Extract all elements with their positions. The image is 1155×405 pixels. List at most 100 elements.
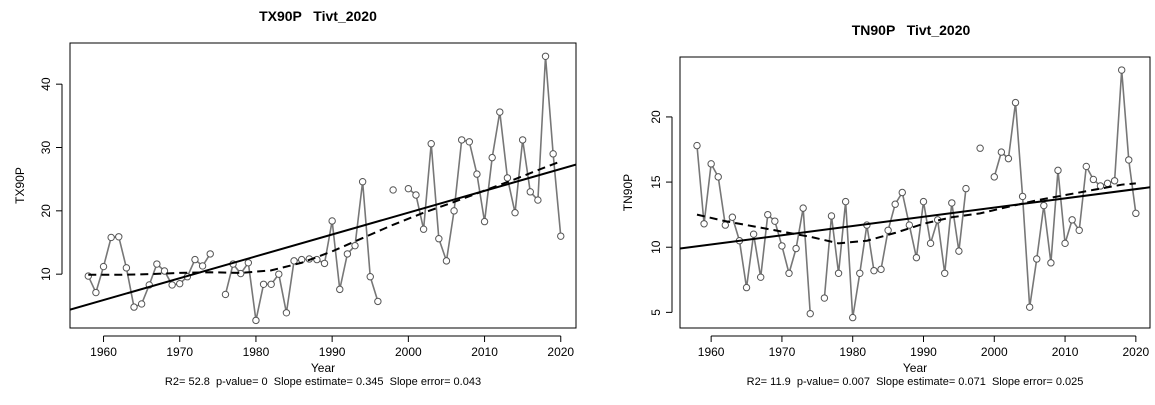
x-tick-label: 1980 xyxy=(839,345,866,359)
x-tick-label: 2020 xyxy=(1122,345,1149,359)
data-point xyxy=(137,300,146,308)
data-point xyxy=(728,213,737,221)
data-point xyxy=(328,217,336,225)
linear-trend-line xyxy=(680,186,1150,250)
data-point xyxy=(799,204,807,212)
x-tick-label: 1960 xyxy=(698,345,725,359)
data-point xyxy=(290,257,298,265)
data-point xyxy=(856,269,864,277)
data-point xyxy=(898,188,906,197)
data-point xyxy=(496,108,504,116)
data-point xyxy=(919,197,928,206)
data-point xyxy=(1047,259,1055,267)
data-point xyxy=(92,288,100,297)
x-tick-label: 1960 xyxy=(90,345,117,359)
series-line xyxy=(87,235,211,309)
data-point xyxy=(252,316,260,325)
data-point xyxy=(778,242,786,250)
data-point xyxy=(955,247,963,255)
data-point xyxy=(912,253,921,262)
data-point xyxy=(877,265,885,274)
data-point xyxy=(160,267,169,275)
data-point xyxy=(1054,166,1062,175)
data-point xyxy=(1011,98,1020,107)
data-point xyxy=(792,244,800,253)
data-point xyxy=(1068,216,1076,224)
series-line xyxy=(407,56,562,262)
data-point xyxy=(168,281,176,289)
data-point xyxy=(412,191,420,199)
data-point xyxy=(457,136,466,144)
y-tick-label: 5 xyxy=(649,309,663,316)
plot-area xyxy=(70,52,576,325)
x-tick-label: 1990 xyxy=(910,345,937,359)
data-point xyxy=(267,280,275,288)
smoothed-trend-line xyxy=(88,160,562,276)
y-tick-label: 30 xyxy=(39,141,53,155)
plot-frame xyxy=(69,42,577,329)
chart-title: TX90P Tivt_2020 xyxy=(259,8,377,24)
chart-title: TN90P Tivt_2020 xyxy=(852,22,971,38)
data-point xyxy=(259,280,268,288)
data-point xyxy=(806,309,814,318)
data-point xyxy=(926,239,935,248)
data-point xyxy=(549,150,557,158)
smoothed-trend-line xyxy=(696,182,1136,245)
x-tick-label: 1980 xyxy=(243,345,270,359)
data-point xyxy=(99,262,108,271)
data-point xyxy=(742,283,751,292)
data-point xyxy=(557,232,565,240)
data-point xyxy=(771,217,779,225)
series-line xyxy=(224,181,379,321)
data-point xyxy=(358,178,367,186)
data-point xyxy=(1025,303,1034,311)
x-axis-label: Year xyxy=(903,361,927,375)
data-point xyxy=(336,285,344,294)
data-point xyxy=(526,188,534,196)
data-point xyxy=(191,255,199,264)
data-point xyxy=(442,257,451,265)
data-point xyxy=(749,230,758,238)
plot-area xyxy=(680,66,1150,322)
data-point xyxy=(450,207,458,215)
data-point xyxy=(465,138,474,146)
data-point xyxy=(1040,201,1048,210)
data-point xyxy=(1018,192,1027,201)
data-point xyxy=(1096,182,1105,190)
data-point xyxy=(1103,179,1112,188)
data-point xyxy=(389,186,397,194)
data-point xyxy=(1004,154,1013,163)
data-point xyxy=(176,279,184,288)
plot-frame xyxy=(679,56,1151,329)
data-point xyxy=(820,294,829,302)
data-point xyxy=(891,200,899,208)
data-point xyxy=(503,174,512,182)
data-point xyxy=(997,148,1006,156)
data-point xyxy=(700,220,708,228)
data-point xyxy=(282,309,291,317)
x-tick-label: 2010 xyxy=(1052,345,1079,359)
x-tick-label: 1990 xyxy=(319,345,346,359)
data-point xyxy=(511,209,519,217)
data-point xyxy=(941,269,949,277)
data-point xyxy=(198,262,207,270)
data-point xyxy=(206,250,214,258)
data-point xyxy=(714,173,722,181)
series-line xyxy=(696,145,812,314)
data-point xyxy=(107,233,115,242)
data-point xyxy=(827,212,836,220)
data-point xyxy=(1033,255,1041,263)
data-point xyxy=(785,269,793,277)
data-point xyxy=(435,235,443,243)
data-point xyxy=(130,303,138,311)
data-point xyxy=(488,153,496,162)
x-tick-label: 2010 xyxy=(471,345,498,359)
linear-trend-line xyxy=(70,163,576,311)
y-axis-label: TN90P xyxy=(621,174,635,211)
series-line xyxy=(823,188,967,318)
y-tick-label: 10 xyxy=(649,240,663,254)
y-tick-label: 20 xyxy=(649,110,663,124)
x-tick-label: 2020 xyxy=(547,345,574,359)
data-point xyxy=(419,225,428,233)
data-point xyxy=(764,210,772,219)
